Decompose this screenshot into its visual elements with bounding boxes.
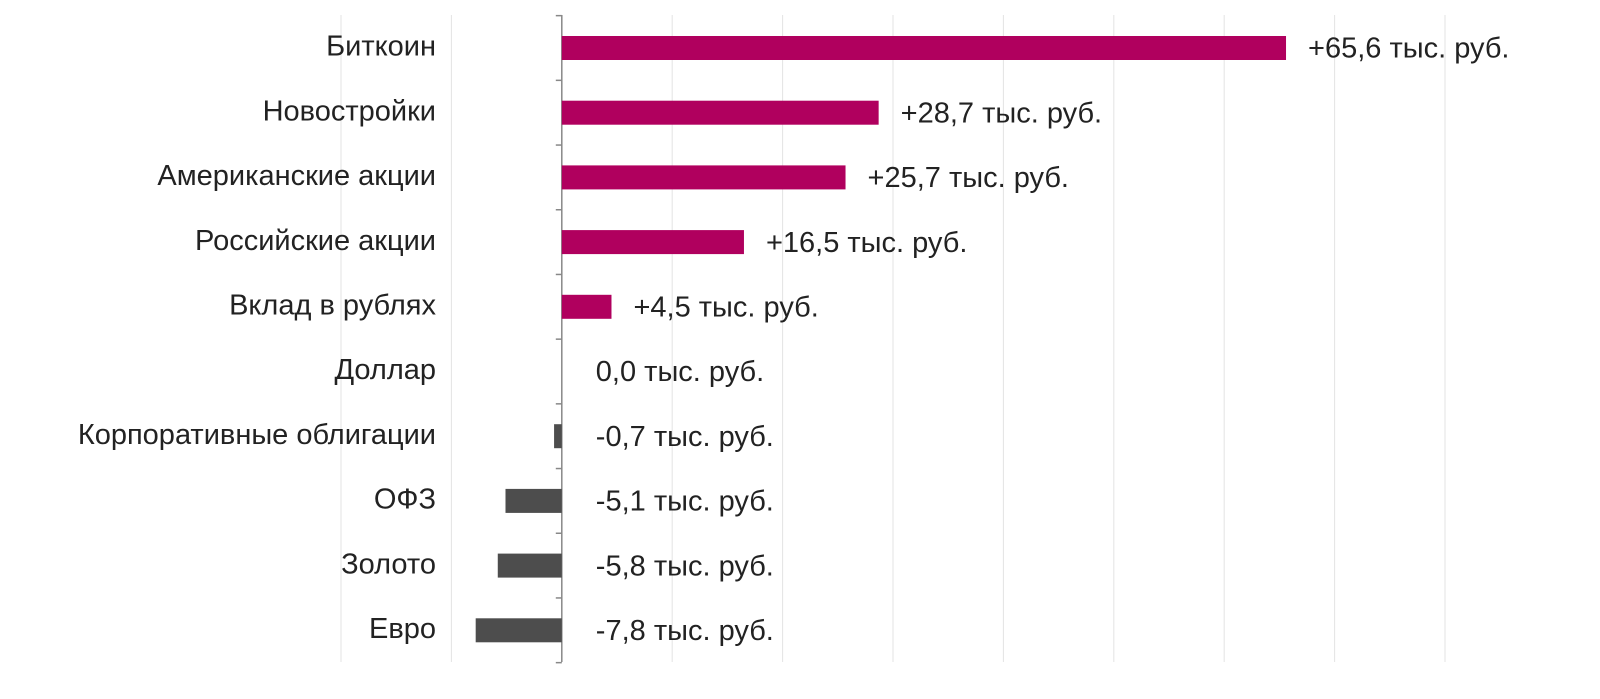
value-label: -7,8 тыс. руб. — [596, 615, 774, 647]
value-label: +65,6 тыс. руб. — [1308, 33, 1509, 65]
category-label: Евро — [369, 613, 436, 645]
value-label: -0,7 тыс. руб. — [596, 421, 774, 453]
bar — [561, 36, 1287, 60]
category-label: Золото — [341, 548, 436, 580]
value-label: +16,5 тыс. руб. — [766, 227, 967, 259]
category-label: Доллар — [334, 354, 436, 386]
value-label: +25,7 тыс. руб. — [868, 162, 1069, 194]
value-label: +28,7 тыс. руб. — [901, 97, 1102, 129]
category-label: Вклад в рублях — [229, 289, 436, 321]
bar — [561, 165, 846, 190]
value-label: +4,5 тыс. руб. — [633, 291, 818, 323]
bar — [505, 488, 562, 513]
category-label: Американские акции — [157, 160, 436, 192]
bar — [475, 618, 562, 643]
category-label: Российские акции — [195, 225, 436, 257]
category-label: Корпоративные облигации — [78, 419, 436, 451]
value-label: -5,1 тыс. руб. — [596, 486, 774, 518]
value-label: 0,0 тыс. руб. — [596, 356, 764, 388]
bar — [561, 230, 744, 255]
category-label: Биткоин — [326, 31, 436, 63]
bar — [497, 553, 562, 578]
value-label: -5,8 тыс. руб. — [596, 550, 774, 582]
bar — [561, 100, 879, 125]
category-label: Новостройки — [263, 95, 436, 127]
bar — [561, 294, 612, 319]
bar — [554, 424, 562, 449]
category-label: ОФЗ — [374, 484, 436, 516]
